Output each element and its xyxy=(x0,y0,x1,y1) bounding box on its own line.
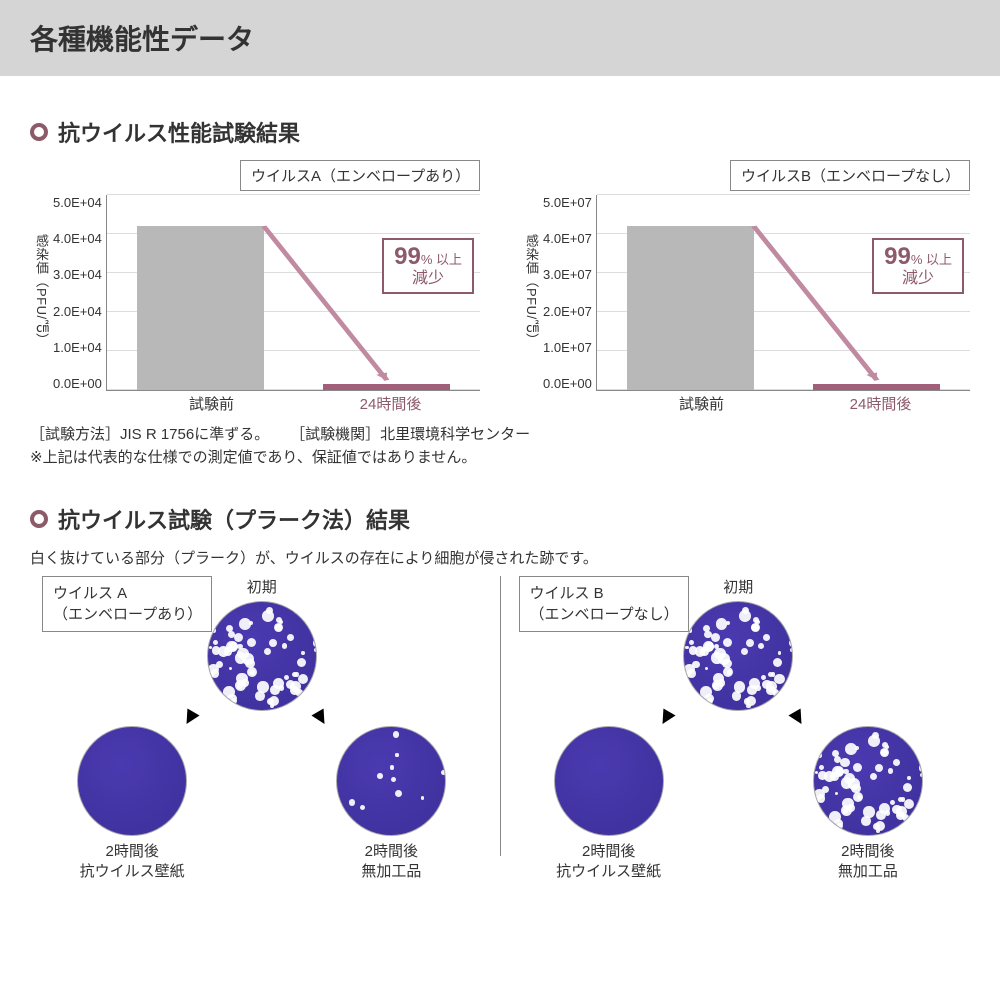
page-header: 各種機能性データ xyxy=(0,0,1000,76)
chart-ylabel: 感染価（PFU/㎠） xyxy=(30,195,53,415)
chart-plot: 99% 以上減少 xyxy=(596,195,970,391)
dish-treated: 2時間後抗ウイルス壁紙 xyxy=(77,726,187,881)
dish-untreated: 2時間後無加工品 xyxy=(336,726,446,881)
plaque-row: ウイルス A（エンベロープあり）初期2時間後抗ウイルス壁紙2時間後無加工品ウイル… xyxy=(30,576,970,856)
arrow-down-icon xyxy=(657,708,676,727)
charts-row: ウイルスA（エンベロープあり）感染価（PFU/㎠）5.0E+044.0E+043… xyxy=(30,160,970,414)
chart-1: ウイルスB（エンベロープなし） 感染価（PFU/㎠）5.0E+074.0E+073… xyxy=(520,160,970,414)
chart-ylabel: 感染価（PFU/㎠） xyxy=(520,195,543,415)
dish-treated: 2時間後抗ウイルス壁紙 xyxy=(554,726,664,881)
section2-subnote: 白く抜けている部分（プラーク）が、ウイルスの存在により細胞が侵された跡です。 xyxy=(30,547,970,568)
dish-initial: 初期 xyxy=(207,576,317,711)
arrow-down-icon xyxy=(788,708,807,727)
plaque-tri: 初期2時間後抗ウイルス壁紙2時間後無加工品 xyxy=(42,576,482,856)
petri-dish-icon xyxy=(813,726,923,836)
chart-xticks: 試験前24時間後 xyxy=(520,393,970,414)
content: 抗ウイルス性能試験結果 ウイルスA（エンベロープあり）感染価（PFU/㎠）5.0… xyxy=(0,76,1000,876)
petri-dish-icon xyxy=(683,601,793,711)
petri-dish-icon xyxy=(77,726,187,836)
chart-xticks: 試験前24時間後 xyxy=(30,393,480,414)
plaque-panel-0: ウイルス A（エンベロープあり）初期2時間後抗ウイルス壁紙2時間後無加工品 xyxy=(30,576,494,856)
bullet-icon xyxy=(30,510,48,528)
section1-title: 抗ウイルス性能試験結果 xyxy=(58,116,300,148)
notes: ［試験方法］JIS R 1756に準ずる。 ［試験機関］北里環境科学センター ※… xyxy=(30,424,970,469)
section1-title-row: 抗ウイルス性能試験結果 xyxy=(30,116,970,148)
chart-title-box: ウイルスB（エンベロープなし） xyxy=(730,160,970,191)
note-institute: ［試験機関］北里環境科学センター xyxy=(290,426,530,443)
chart-title-box: ウイルスA（エンベロープあり） xyxy=(240,160,480,191)
chart-plot: 99% 以上減少 xyxy=(106,195,480,391)
reduction-callout: 99% 以上減少 xyxy=(382,238,474,294)
arrow-down-icon xyxy=(312,708,331,727)
chart-0: ウイルスA（エンベロープあり） 感染価（PFU/㎠）5.0E+044.0E+043… xyxy=(30,160,480,414)
plaque-panel-1: ウイルス B（エンベロープなし）初期2時間後抗ウイルス壁紙2時間後無加工品 xyxy=(507,576,971,856)
section2-title: 抗ウイルス試験（プラーク法）結果 xyxy=(58,503,410,535)
note-disclaimer: ※上記は代表的な仕様での測定値であり、保証値ではありません。 xyxy=(30,449,476,466)
section2-title-row: 抗ウイルス試験（プラーク法）結果 xyxy=(30,503,970,535)
note-method: ［試験方法］JIS R 1756に準ずる。 xyxy=(30,426,269,443)
chart-yticks: 5.0E+074.0E+073.0E+072.0E+071.0E+070.0E+… xyxy=(543,195,596,415)
dish-untreated: 2時間後無加工品 xyxy=(813,726,923,881)
petri-dish-icon xyxy=(207,601,317,711)
petri-dish-icon xyxy=(554,726,664,836)
chart-yticks: 5.0E+044.0E+043.0E+042.0E+041.0E+040.0E+… xyxy=(53,195,106,415)
arrow-down-icon xyxy=(180,708,199,727)
reduction-callout: 99% 以上減少 xyxy=(872,238,964,294)
petri-dish-icon xyxy=(336,726,446,836)
dish-initial: 初期 xyxy=(683,576,793,711)
page-title: 各種機能性データ xyxy=(30,24,254,55)
plaque-tri: 初期2時間後抗ウイルス壁紙2時間後無加工品 xyxy=(519,576,959,856)
panel-divider xyxy=(500,576,501,856)
bullet-icon xyxy=(30,123,48,141)
